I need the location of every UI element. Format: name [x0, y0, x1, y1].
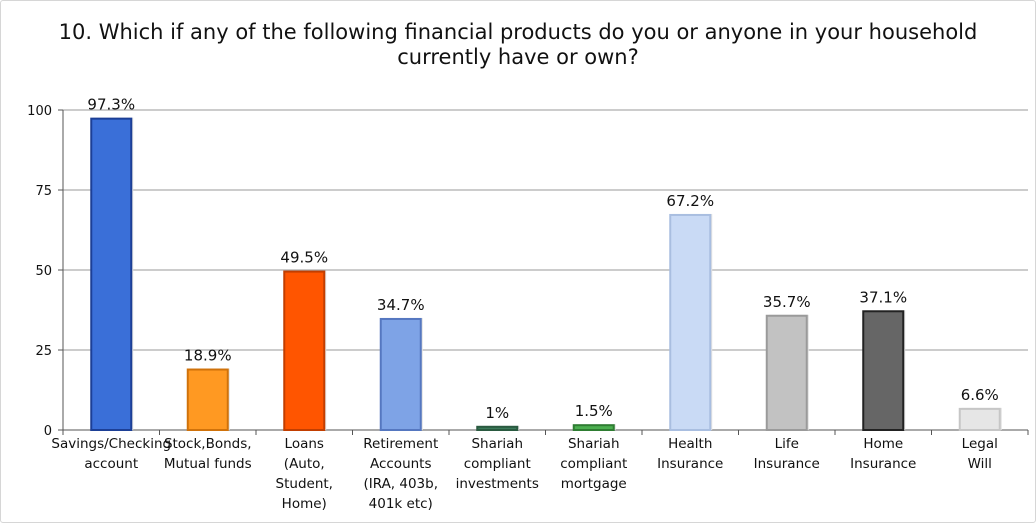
- x-category-label: Stock,Bonds, Mutual funds: [164, 436, 252, 472]
- x-category-label: Shariah compliant mortgage: [560, 436, 627, 492]
- bar: [476, 425, 519, 431]
- x-category-label: Legal Will: [962, 436, 998, 472]
- data-label: 97.3%: [87, 96, 135, 114]
- data-label: 67.2%: [666, 192, 714, 210]
- data-label: 1.5%: [575, 402, 613, 420]
- bar: [862, 310, 905, 431]
- x-category-label: Savings/Checking account: [51, 436, 171, 472]
- y-tick-label: 0: [44, 424, 52, 439]
- y-tick-label: 75: [35, 184, 52, 199]
- data-label: 35.7%: [763, 293, 811, 311]
- y-tick-label: 100: [27, 104, 52, 119]
- x-category-label: Shariah compliant investments: [456, 436, 539, 492]
- data-label: 6.6%: [961, 386, 999, 404]
- data-label: 1%: [485, 404, 509, 422]
- y-tick-label: 50: [35, 264, 52, 279]
- data-label: 18.9%: [184, 347, 232, 365]
- data-label: 49.5%: [280, 249, 328, 267]
- x-category-label: Life Insurance: [754, 436, 820, 472]
- bar: [572, 424, 615, 432]
- x-category-label: Loans (Auto, Student, Home): [276, 436, 333, 512]
- bar: [283, 270, 326, 431]
- bar: [765, 314, 808, 432]
- chart-title: 10. Which if any of the following financ…: [58, 20, 978, 69]
- bar: [379, 317, 422, 431]
- x-category-label: Home Insurance: [850, 436, 916, 472]
- bar: [186, 368, 229, 431]
- data-label: 34.7%: [377, 296, 425, 314]
- x-category-label: Health Insurance: [657, 436, 723, 472]
- y-tick-label: 25: [35, 344, 52, 359]
- bar: [90, 117, 133, 431]
- bar: [669, 213, 712, 431]
- x-category-label: Retirement Accounts (IRA, 403b, 401k etc): [363, 436, 438, 512]
- data-label: 37.1%: [859, 288, 907, 306]
- bar: [958, 407, 1001, 432]
